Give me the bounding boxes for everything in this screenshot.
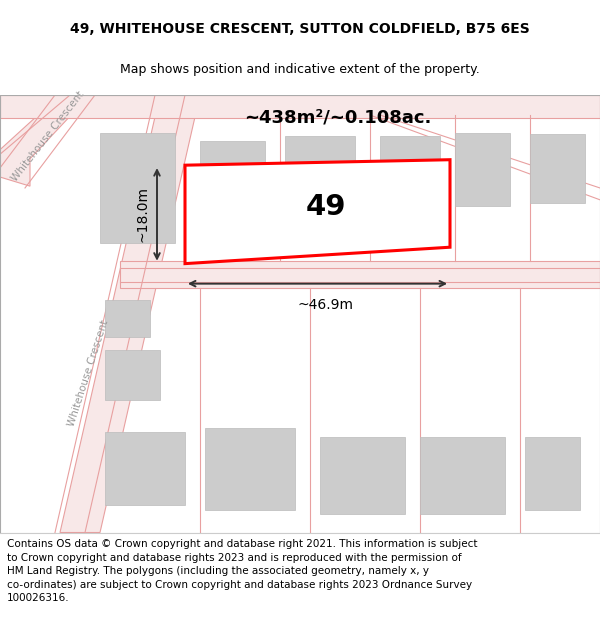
- Bar: [285, 136, 355, 218]
- Text: Map shows position and indicative extent of the property.: Map shows position and indicative extent…: [120, 63, 480, 76]
- Polygon shape: [0, 95, 90, 186]
- Bar: [320, 437, 405, 514]
- Text: Whitehouse Crescent: Whitehouse Crescent: [66, 319, 110, 428]
- Text: Whitehouse Crescent: Whitehouse Crescent: [10, 89, 86, 183]
- Polygon shape: [185, 160, 450, 264]
- Bar: [530, 134, 585, 202]
- Polygon shape: [60, 95, 200, 532]
- Text: ~46.9m: ~46.9m: [298, 298, 353, 312]
- Bar: [100, 133, 175, 242]
- Text: Contains OS data © Crown copyright and database right 2021. This information is : Contains OS data © Crown copyright and d…: [7, 539, 478, 603]
- Bar: [205, 428, 295, 510]
- Text: ~438m²/~0.108ac.: ~438m²/~0.108ac.: [244, 109, 431, 127]
- Bar: [455, 133, 510, 206]
- Bar: [105, 432, 185, 505]
- Bar: [200, 141, 265, 227]
- Text: ~18.0m: ~18.0m: [135, 186, 149, 242]
- Polygon shape: [0, 95, 600, 118]
- Bar: [525, 437, 580, 510]
- Polygon shape: [120, 261, 600, 288]
- Bar: [420, 437, 505, 514]
- Bar: [380, 136, 440, 214]
- Text: 49: 49: [305, 193, 346, 221]
- Bar: [105, 300, 150, 336]
- Text: 49, WHITEHOUSE CRESCENT, SUTTON COLDFIELD, B75 6ES: 49, WHITEHOUSE CRESCENT, SUTTON COLDFIEL…: [70, 22, 530, 36]
- Bar: [105, 350, 160, 401]
